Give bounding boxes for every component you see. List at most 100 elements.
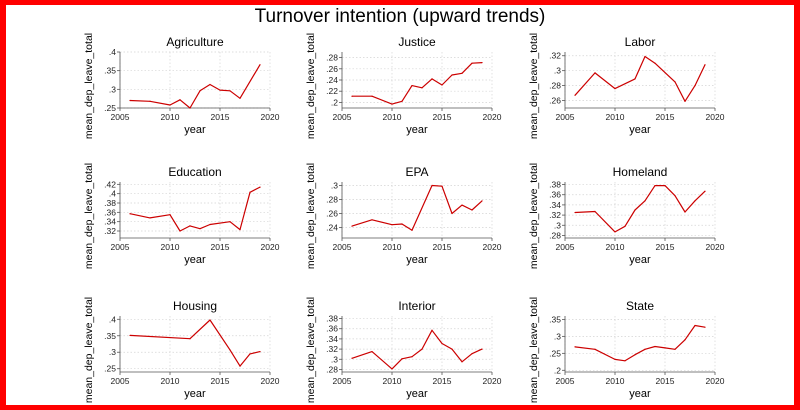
y-tick-label: .26 bbox=[326, 209, 338, 219]
data-point bbox=[614, 358, 616, 361]
panel-title: Interior bbox=[398, 299, 435, 313]
panel-title: EPA bbox=[405, 165, 428, 179]
x-tick-label: 2020 bbox=[483, 376, 502, 386]
panel-justice: Justice .2.22.24.26.28 2005 2010 2015 2020 yea… bbox=[305, 33, 502, 139]
data-point bbox=[421, 87, 423, 89]
data-point bbox=[461, 204, 463, 206]
data-point bbox=[179, 230, 181, 232]
series-line bbox=[574, 324, 706, 362]
x-axis-label: year bbox=[406, 388, 428, 400]
y-tick-label: .25 bbox=[104, 364, 116, 374]
data-point bbox=[634, 354, 636, 356]
panel-title: Labor bbox=[625, 35, 656, 49]
data-point bbox=[594, 72, 596, 74]
data-point bbox=[129, 213, 131, 215]
data-point bbox=[391, 224, 393, 226]
y-tick-label: .28 bbox=[326, 53, 338, 63]
data-point bbox=[209, 83, 211, 86]
x-tick-label: 2015 bbox=[656, 242, 675, 252]
data-point bbox=[654, 345, 656, 348]
y-tick-label: .36 bbox=[104, 207, 116, 217]
x-tick-label: 2010 bbox=[161, 112, 180, 122]
series-line bbox=[574, 185, 706, 233]
data-point bbox=[481, 348, 483, 350]
data-point bbox=[471, 62, 473, 64]
y-tick-label: .3 bbox=[554, 220, 561, 230]
series-line bbox=[129, 319, 261, 367]
x-axis-label: year bbox=[629, 124, 651, 136]
panel-title: State bbox=[626, 299, 654, 313]
y-tick-label: .3 bbox=[331, 181, 338, 191]
y-axis-label: mean_dep_leave_total bbox=[305, 163, 317, 269]
y-tick-label: .42 bbox=[104, 179, 116, 189]
y-tick-label: .28 bbox=[326, 195, 338, 205]
panel-title: Agriculture bbox=[166, 35, 224, 49]
y-tick-label: .26 bbox=[326, 64, 338, 74]
y-tick-label: .24 bbox=[326, 223, 338, 233]
data-point bbox=[249, 191, 251, 193]
data-point bbox=[229, 349, 231, 351]
data-point bbox=[179, 99, 181, 101]
x-axis-label: year bbox=[184, 388, 206, 400]
data-point bbox=[199, 90, 201, 92]
y-tick-label: .3 bbox=[331, 354, 338, 364]
y-tick-label: .35 bbox=[104, 66, 116, 76]
x-tick-label: 2020 bbox=[483, 242, 502, 252]
data-point bbox=[644, 200, 646, 202]
x-tick-label: 2010 bbox=[161, 376, 180, 386]
y-tick-label: .38 bbox=[326, 314, 338, 324]
panel-state: State .2 .25 .3 .35 2005 2010 2015 2020 year mean_… bbox=[528, 297, 725, 403]
y-tick-label: .24 bbox=[326, 75, 338, 85]
data-point bbox=[219, 89, 221, 91]
x-tick-label: 2010 bbox=[383, 112, 402, 122]
data-point bbox=[451, 74, 453, 76]
data-point bbox=[431, 329, 433, 331]
y-tick-label: .36 bbox=[326, 324, 338, 334]
x-tick-label: 2005 bbox=[111, 112, 130, 122]
y-axis-label: mean_dep_leave_total bbox=[305, 33, 317, 139]
data-point bbox=[694, 85, 696, 87]
y-tick-label: .3 bbox=[109, 347, 116, 357]
x-tick-label: 2020 bbox=[261, 112, 280, 122]
data-point bbox=[189, 107, 191, 109]
data-point bbox=[229, 90, 231, 92]
panel-homeland: Homeland .28.3.32.34.36.38 2005 2010 2015 202… bbox=[528, 163, 725, 269]
x-axis-label: year bbox=[184, 124, 206, 136]
data-point bbox=[684, 211, 686, 213]
data-point bbox=[189, 338, 191, 340]
panel-labor: Labor .26 .28 .3 .32 2005 2010 2015 2020 year mean… bbox=[528, 33, 725, 139]
y-tick-label: .2 bbox=[331, 97, 338, 107]
data-point bbox=[481, 200, 483, 202]
data-point bbox=[239, 97, 241, 99]
data-point bbox=[471, 209, 473, 211]
x-tick-label: 2010 bbox=[161, 242, 180, 252]
y-tick-label: .4 bbox=[109, 47, 116, 57]
data-point bbox=[684, 339, 686, 341]
data-point bbox=[149, 217, 151, 219]
panel-interior: Interior .28.3.32.34.36.38 2005 2010 2015 202… bbox=[305, 297, 502, 403]
x-tick-label: 2010 bbox=[606, 242, 625, 252]
series-line bbox=[351, 329, 483, 370]
x-tick-label: 2015 bbox=[433, 376, 452, 386]
x-tick-label: 2005 bbox=[333, 112, 352, 122]
data-point bbox=[451, 348, 453, 350]
data-point bbox=[411, 85, 413, 87]
y-tick-label: .26 bbox=[549, 96, 561, 106]
data-point bbox=[694, 324, 696, 327]
data-point bbox=[441, 342, 443, 345]
data-point bbox=[259, 64, 261, 66]
data-point bbox=[371, 219, 373, 221]
y-tick-label: .25 bbox=[549, 348, 561, 358]
y-axis-label: mean_dep_leave_total bbox=[305, 297, 317, 403]
y-tick-label: .38 bbox=[549, 180, 561, 190]
y-axis-label: mean_dep_leave_total bbox=[528, 33, 540, 139]
data-point bbox=[401, 223, 403, 225]
y-tick-label: .34 bbox=[104, 217, 116, 227]
x-tick-label: 2015 bbox=[656, 112, 675, 122]
y-axis-label: mean_dep_leave_total bbox=[528, 163, 540, 269]
y-tick-label: .34 bbox=[549, 200, 561, 210]
data-point bbox=[229, 221, 231, 223]
x-tick-label: 2015 bbox=[656, 376, 675, 386]
x-tick-label: 2015 bbox=[211, 376, 230, 386]
x-tick-label: 2005 bbox=[556, 112, 575, 122]
